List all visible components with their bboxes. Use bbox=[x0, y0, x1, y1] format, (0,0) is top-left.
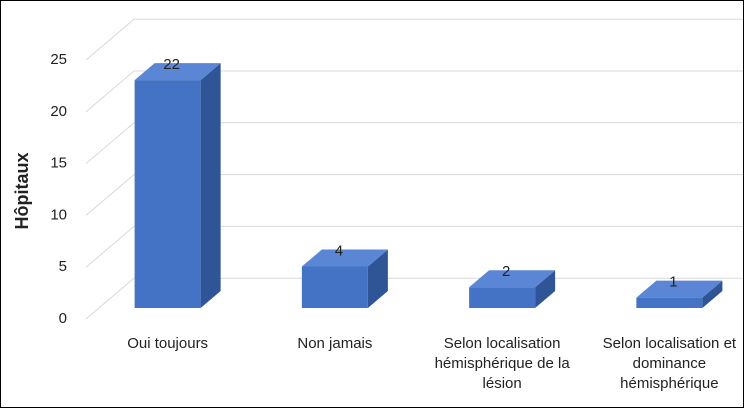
bar-top bbox=[469, 270, 556, 288]
value-label: 22 bbox=[163, 56, 180, 73]
value-label: 1 bbox=[669, 274, 677, 291]
bar-side bbox=[367, 249, 388, 308]
x-tick-label: Selon localisation et dominance hémisphé… bbox=[602, 335, 737, 392]
y-tick-label: 20 bbox=[50, 103, 67, 120]
bar-front bbox=[134, 80, 201, 308]
grid-line bbox=[85, 18, 743, 61]
bar-top bbox=[636, 280, 723, 298]
bar bbox=[134, 63, 221, 308]
grid-line bbox=[85, 174, 743, 216]
x-tick-label: Non jamais bbox=[297, 335, 373, 352]
x-tick-label: Oui toujours bbox=[127, 335, 209, 352]
bar-side bbox=[200, 63, 221, 308]
y-axis-title: Hôpitaux bbox=[12, 152, 32, 229]
y-tick-label: 25 bbox=[50, 51, 67, 68]
y-tick-label: 10 bbox=[50, 206, 67, 223]
grid-line bbox=[85, 225, 743, 268]
bar-top bbox=[301, 249, 388, 267]
bar bbox=[301, 249, 388, 308]
bar-front bbox=[301, 266, 368, 308]
bar-side bbox=[702, 280, 723, 308]
grid-line bbox=[85, 70, 743, 113]
grid-line bbox=[85, 122, 743, 164]
value-label: 2 bbox=[502, 263, 510, 280]
bar-side bbox=[535, 270, 556, 308]
bar-front bbox=[469, 287, 536, 308]
bar-front bbox=[636, 297, 703, 308]
y-tick-label: 5 bbox=[59, 258, 67, 275]
bar-top bbox=[134, 63, 221, 81]
value-label: 4 bbox=[335, 243, 343, 260]
y-tick-label: 0 bbox=[59, 310, 67, 327]
y-tick-label: 15 bbox=[50, 155, 67, 172]
x-tick-label: Selon localisation hémisphérique de la l… bbox=[434, 335, 570, 392]
bar bbox=[636, 280, 723, 308]
bar bbox=[469, 270, 556, 308]
